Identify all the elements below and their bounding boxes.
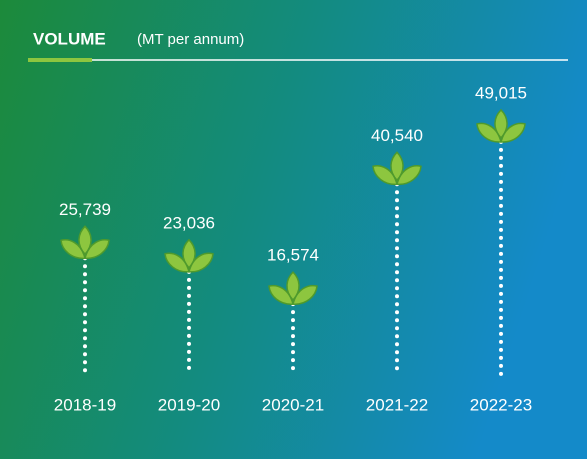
leaf-icon: [164, 238, 214, 273]
chart-title: VOLUME: [33, 29, 106, 48]
leaf-icon: [476, 108, 526, 143]
leaf: [476, 122, 502, 143]
leaf: [500, 122, 526, 143]
x-tick-label: 2022-23: [470, 395, 532, 414]
leaf: [164, 252, 190, 273]
value-label: 40,540: [371, 126, 423, 145]
leaf-icon: [60, 225, 110, 260]
value-label: 25,739: [59, 200, 111, 219]
leaf: [78, 225, 92, 256]
leaf: [390, 151, 404, 182]
leaf-icon: [268, 271, 318, 305]
x-tick-label: 2018-19: [54, 395, 116, 414]
value-label: 49,015: [475, 83, 527, 102]
x-tick-label: 2020-21: [262, 395, 324, 414]
leaf: [182, 238, 196, 269]
leaf: [268, 284, 294, 305]
chart-subtitle: (MT per annum): [137, 31, 244, 48]
leaf: [396, 165, 422, 186]
x-tick-label: 2019-20: [158, 395, 220, 414]
x-tick-label: 2021-22: [366, 395, 428, 414]
leaf-icon: [372, 151, 422, 186]
leaf: [60, 239, 86, 260]
leaf: [188, 252, 214, 273]
leaf: [292, 284, 318, 305]
leaf: [286, 271, 300, 302]
leaf: [372, 165, 398, 186]
value-label: 16,574: [267, 246, 319, 265]
value-label: 23,036: [163, 213, 215, 232]
leaf: [494, 108, 508, 140]
leaf: [84, 239, 110, 260]
